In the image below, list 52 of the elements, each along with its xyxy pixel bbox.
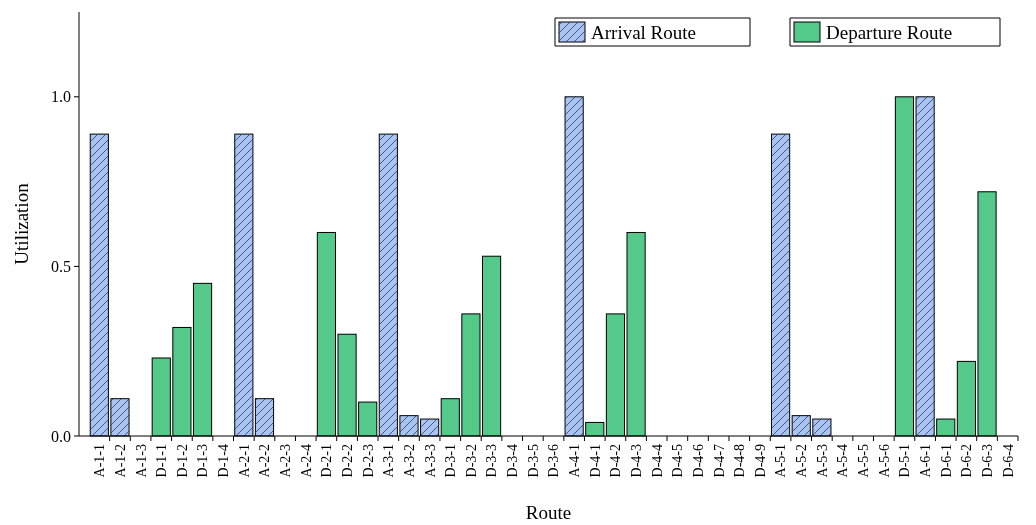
x-tick-label: A-6-1 (918, 444, 933, 478)
x-tick-label: D-1-4 (216, 444, 232, 478)
x-tick-label: D-6-2 (959, 444, 975, 478)
x-tick-label: D-4-9 (752, 444, 768, 478)
x-tick-label: D-1-2 (174, 444, 190, 478)
x-tick-label: D-2-1 (319, 444, 335, 478)
x-tick-label: A-5-2 (794, 444, 810, 478)
x-tick-label: D-6-4 (1000, 444, 1016, 478)
x-tick-label: A-3-3 (422, 444, 438, 478)
x-tick-label: A-2-1 (236, 444, 252, 478)
y-tick-label: 1.0 (51, 88, 71, 106)
x-tick-label: A-3-2 (401, 444, 417, 478)
x-tick-label: D-3-6 (546, 444, 562, 478)
x-tick-label: D-4-2 (608, 444, 624, 478)
y-axis-title: Utilization (11, 182, 32, 265)
x-tick-label: D-4-7 (711, 444, 727, 478)
x-tick-label: D-4-3 (628, 444, 644, 478)
legend-label: Departure Route (826, 21, 953, 43)
x-tick-label: A-1-1 (92, 444, 108, 478)
x-tick-label: D-4-4 (649, 444, 665, 478)
x-tick-label: A-2-2 (257, 444, 273, 478)
y-tick-label: 0.5 (51, 258, 71, 275)
y-tick-label: 0.0 (51, 427, 71, 445)
x-tick-label: D-2-3 (360, 444, 376, 478)
x-tick-label: D-5-1 (897, 444, 913, 478)
x-tick-label: A-2-3 (278, 444, 294, 478)
x-tick-label: A-5-3 (814, 444, 830, 478)
x-tick-label: A-5-4 (835, 444, 851, 478)
x-tick-label: A-2-4 (298, 444, 314, 478)
x-tick-label: D-4-8 (732, 444, 748, 478)
x-tick-label: A-5-1 (773, 444, 789, 478)
x-tick-label: D-3-3 (484, 444, 500, 478)
x-tick-label: A-4-1 (567, 444, 583, 478)
x-tick-label: A-1-2 (112, 444, 128, 478)
x-tick-label: A-3-1 (381, 444, 397, 478)
x-tick-label: D-2-2 (339, 444, 355, 478)
x-axis-title: Route (525, 502, 572, 523)
x-tick-label: D-1-1 (154, 444, 170, 478)
x-tick-label: D-3-4 (505, 444, 521, 478)
x-tick-label: D-3-5 (525, 444, 541, 478)
x-tick-label: D-4-6 (690, 444, 706, 478)
x-tick-label: A-5-5 (856, 444, 872, 478)
legend-label: Arrival Route (591, 21, 697, 43)
x-tick-label: D-6-3 (979, 444, 995, 478)
x-tick-label: A-5-6 (876, 444, 892, 478)
x-tick-label: A-1-3 (133, 444, 149, 478)
x-tick-label: D-6-1 (938, 444, 954, 478)
x-tick-label: D-3-1 (443, 444, 459, 478)
x-tick-label: D-4-1 (587, 444, 603, 478)
x-tick-label: D-4-5 (670, 444, 686, 478)
x-tick-label: D-1-3 (195, 444, 211, 478)
x-tick-label: D-3-2 (463, 444, 479, 478)
